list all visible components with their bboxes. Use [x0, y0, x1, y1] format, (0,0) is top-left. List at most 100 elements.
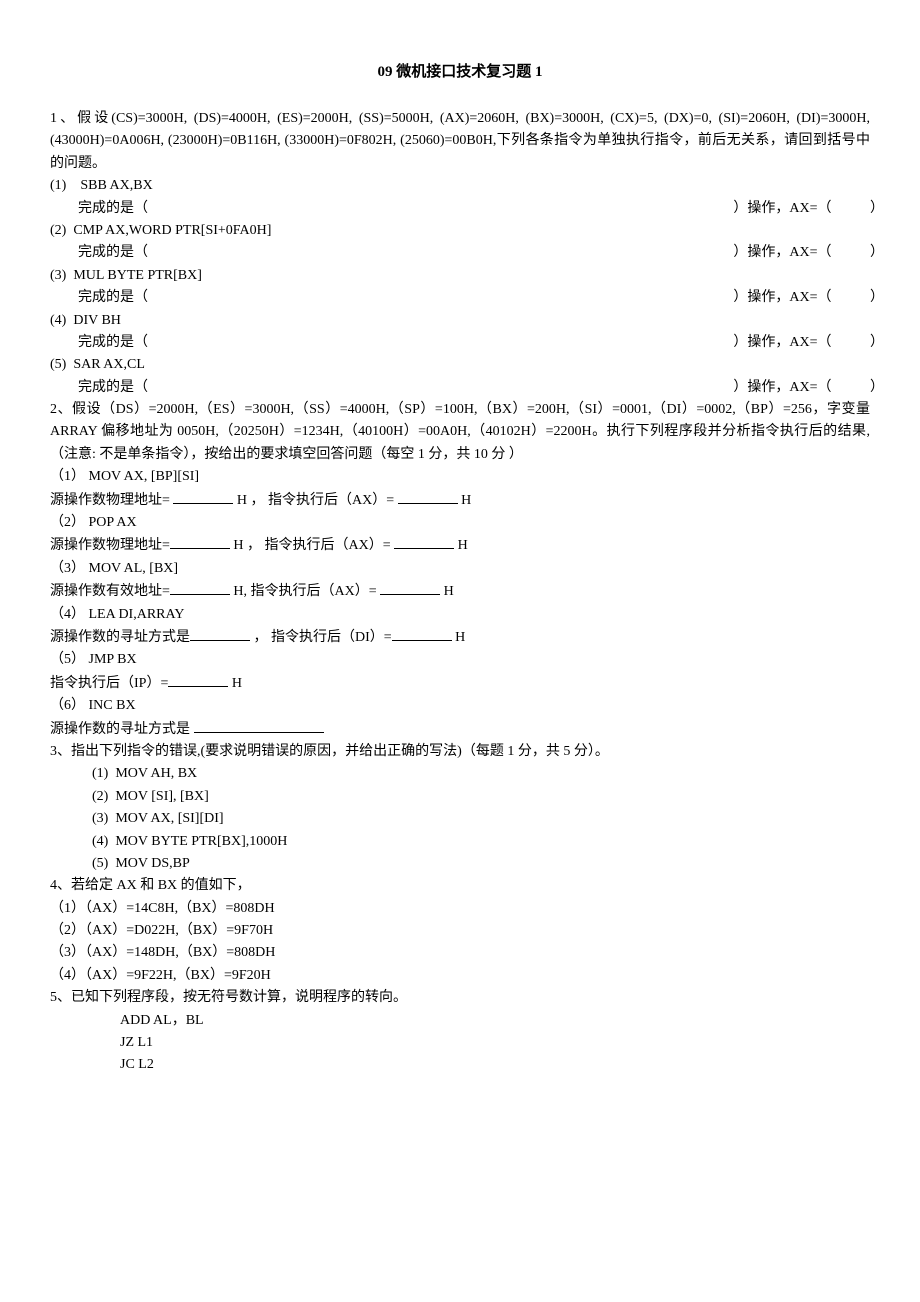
q2-item-2: （2） POP AX — [50, 512, 870, 534]
q2-1-after: H ， 指令执行后（AX）= — [237, 493, 398, 508]
q2-2-tail: H — [458, 538, 468, 553]
q2-6-num: （6） — [50, 698, 85, 713]
q2-5-answer: 指令执行后（IP）= H — [50, 672, 870, 695]
q2-item-4: （4） LEA DI,ARRAY — [50, 604, 870, 626]
q2-1-answer: 源操作数物理地址= H ， 指令执行后（AX）= H — [50, 489, 870, 512]
q2-2-after: H ， 指令执行后（AX）= — [233, 538, 394, 553]
q1-complete-label-2: 完成的是（ — [64, 242, 148, 264]
q2-item-5: （5） JMP BX — [50, 649, 870, 671]
q1-item-5: (5) SAR AX,CL — [50, 354, 870, 376]
q4-item-2: （2）（AX）=D022H,（BX）=9F70H — [50, 920, 870, 942]
q4-item-3: （3）（AX）=148DH,（BX）=808DH — [50, 942, 870, 964]
q2-4-after: ， 指令执行后（DI）= — [254, 630, 392, 645]
q1-op-label-2: ）操作，AX=（ — [733, 245, 831, 260]
blank-7 — [190, 626, 250, 641]
blank-5 — [170, 580, 230, 595]
blank-2 — [398, 489, 458, 504]
q1-item-1: (1) SBB AX,BX — [50, 175, 870, 197]
q2-2-num: （2） — [50, 515, 85, 530]
q4-item-1: （1）（AX）=14C8H,（BX）=808DH — [50, 898, 870, 920]
blank-6 — [380, 580, 440, 595]
q2-3-num: （3） — [50, 561, 85, 576]
q1-5-answer: 完成的是（ ）操作，AX=（ ） — [50, 377, 870, 399]
blank-8 — [392, 626, 452, 641]
q2-6-instr: INC BX — [89, 698, 136, 713]
q1-1-answer: 完成的是（ ）操作，AX=（ ） — [50, 198, 870, 220]
q3-item-3: (3) MOV AX, [SI][DI] — [50, 808, 870, 830]
q3-4-instr: MOV BYTE PTR[BX],1000H — [115, 834, 287, 849]
blank-4 — [394, 534, 454, 549]
q1-item-3: (3) MUL BYTE PTR[BX] — [50, 265, 870, 287]
q3-2-num: (2) — [92, 789, 108, 804]
q1-close-3: ） — [870, 290, 884, 305]
q1-intro: 1、假设(CS)=3000H, (DS)=4000H, (ES)=2000H, … — [50, 108, 870, 175]
q1-4-num: (4) — [50, 313, 66, 328]
blank-3 — [170, 534, 230, 549]
q1-close-2: ） — [870, 245, 884, 260]
q1-complete-label-1: 完成的是（ — [64, 198, 148, 220]
q1-1-num: (1) — [50, 178, 66, 193]
q4-item-4: （4）（AX）=9F22H,（BX）=9F20H — [50, 965, 870, 987]
q4-intro: 4、若给定 AX 和 BX 的值如下， — [50, 875, 870, 897]
q2-4-tail: H — [455, 630, 465, 645]
q3-4-num: (4) — [92, 834, 108, 849]
q1-1-instr: SBB AX,BX — [80, 178, 152, 193]
q1-2-answer: 完成的是（ ）操作，AX=（ ） — [50, 242, 870, 264]
q5-intro: 5、已知下列程序段，按无符号数计算，说明程序的转向。 — [50, 987, 870, 1009]
q1-complete-label-3: 完成的是（ — [64, 287, 148, 309]
q3-2-instr: MOV [SI], [BX] — [115, 789, 208, 804]
q1-complete-label-5: 完成的是（ — [64, 377, 148, 399]
q2-3-tail: H — [444, 584, 454, 599]
blank-1 — [173, 489, 233, 504]
q1-close-5: ） — [870, 380, 884, 395]
q3-3-num: (3) — [92, 811, 108, 826]
q2-2-instr: POP AX — [89, 515, 137, 530]
q2-item-6: （6） INC BX — [50, 695, 870, 717]
blank-10 — [194, 718, 324, 733]
q1-5-instr: SAR AX,CL — [73, 357, 145, 372]
q1-close-4: ） — [870, 335, 884, 350]
q3-item-4: (4) MOV BYTE PTR[BX],1000H — [50, 831, 870, 853]
q2-4-left: 源操作数的寻址方式是 — [50, 630, 190, 645]
q2-6-answer: 源操作数的寻址方式是 — [50, 718, 870, 741]
blank-9 — [168, 672, 228, 687]
q2-3-answer: 源操作数有效地址= H, 指令执行后（AX）= H — [50, 580, 870, 603]
q2-3-after: H, 指令执行后（AX）= — [233, 584, 380, 599]
q2-1-left: 源操作数物理地址= — [50, 493, 173, 508]
q5-item-1: ADD AL，BL — [50, 1010, 870, 1032]
q2-1-num: （1） — [50, 469, 85, 484]
q2-5-left: 指令执行后（IP）= — [50, 676, 168, 691]
q1-complete-label-4: 完成的是（ — [64, 332, 148, 354]
q2-4-answer: 源操作数的寻址方式是 ， 指令执行后（DI）= H — [50, 626, 870, 649]
q3-item-2: (2) MOV [SI], [BX] — [50, 786, 870, 808]
q1-close-1: ） — [870, 201, 884, 216]
q2-item-3: （3） MOV AL, [BX] — [50, 558, 870, 580]
q3-5-instr: MOV DS,BP — [115, 856, 189, 871]
q2-5-num: （5） — [50, 652, 85, 667]
q1-item-2: (2) CMP AX,WORD PTR[SI+0FA0H] — [50, 220, 870, 242]
q1-2-instr: CMP AX,WORD PTR[SI+0FA0H] — [73, 223, 271, 238]
q3-3-instr: MOV AX, [SI][DI] — [115, 811, 223, 826]
q1-op-label-5: ）操作，AX=（ — [733, 380, 831, 395]
q1-3-num: (3) — [50, 268, 66, 283]
q2-4-num: （4） — [50, 607, 85, 622]
doc-title: 09 微机接口技术复习题 1 — [50, 60, 870, 84]
q1-4-instr: DIV BH — [73, 313, 121, 328]
q2-1-instr: MOV AX, [BP][SI] — [89, 469, 200, 484]
q5-item-3: JC L2 — [50, 1054, 870, 1076]
q2-5-instr: JMP BX — [89, 652, 137, 667]
q1-3-instr: MUL BYTE PTR[BX] — [73, 268, 202, 283]
q1-op-label-1: ）操作，AX=（ — [733, 201, 831, 216]
q2-3-left: 源操作数有效地址= — [50, 584, 170, 599]
q2-2-answer: 源操作数物理地址= H ， 指令执行后（AX）= H — [50, 534, 870, 557]
q3-intro: 3、指出下列指令的错误,(要求说明错误的原因，并给出正确的写法)（每题 1 分，… — [50, 741, 870, 763]
q3-1-instr: MOV AH, BX — [115, 766, 197, 781]
q3-item-1: (1) MOV AH, BX — [50, 763, 870, 785]
q2-4-instr: LEA DI,ARRAY — [89, 607, 185, 622]
q3-5-num: (5) — [92, 856, 108, 871]
q1-item-4: (4) DIV BH — [50, 310, 870, 332]
q1-4-answer: 完成的是（ ）操作，AX=（ ） — [50, 332, 870, 354]
q1-5-num: (5) — [50, 357, 66, 372]
q2-5-tail: H — [232, 676, 242, 691]
q2-2-left: 源操作数物理地址= — [50, 538, 170, 553]
